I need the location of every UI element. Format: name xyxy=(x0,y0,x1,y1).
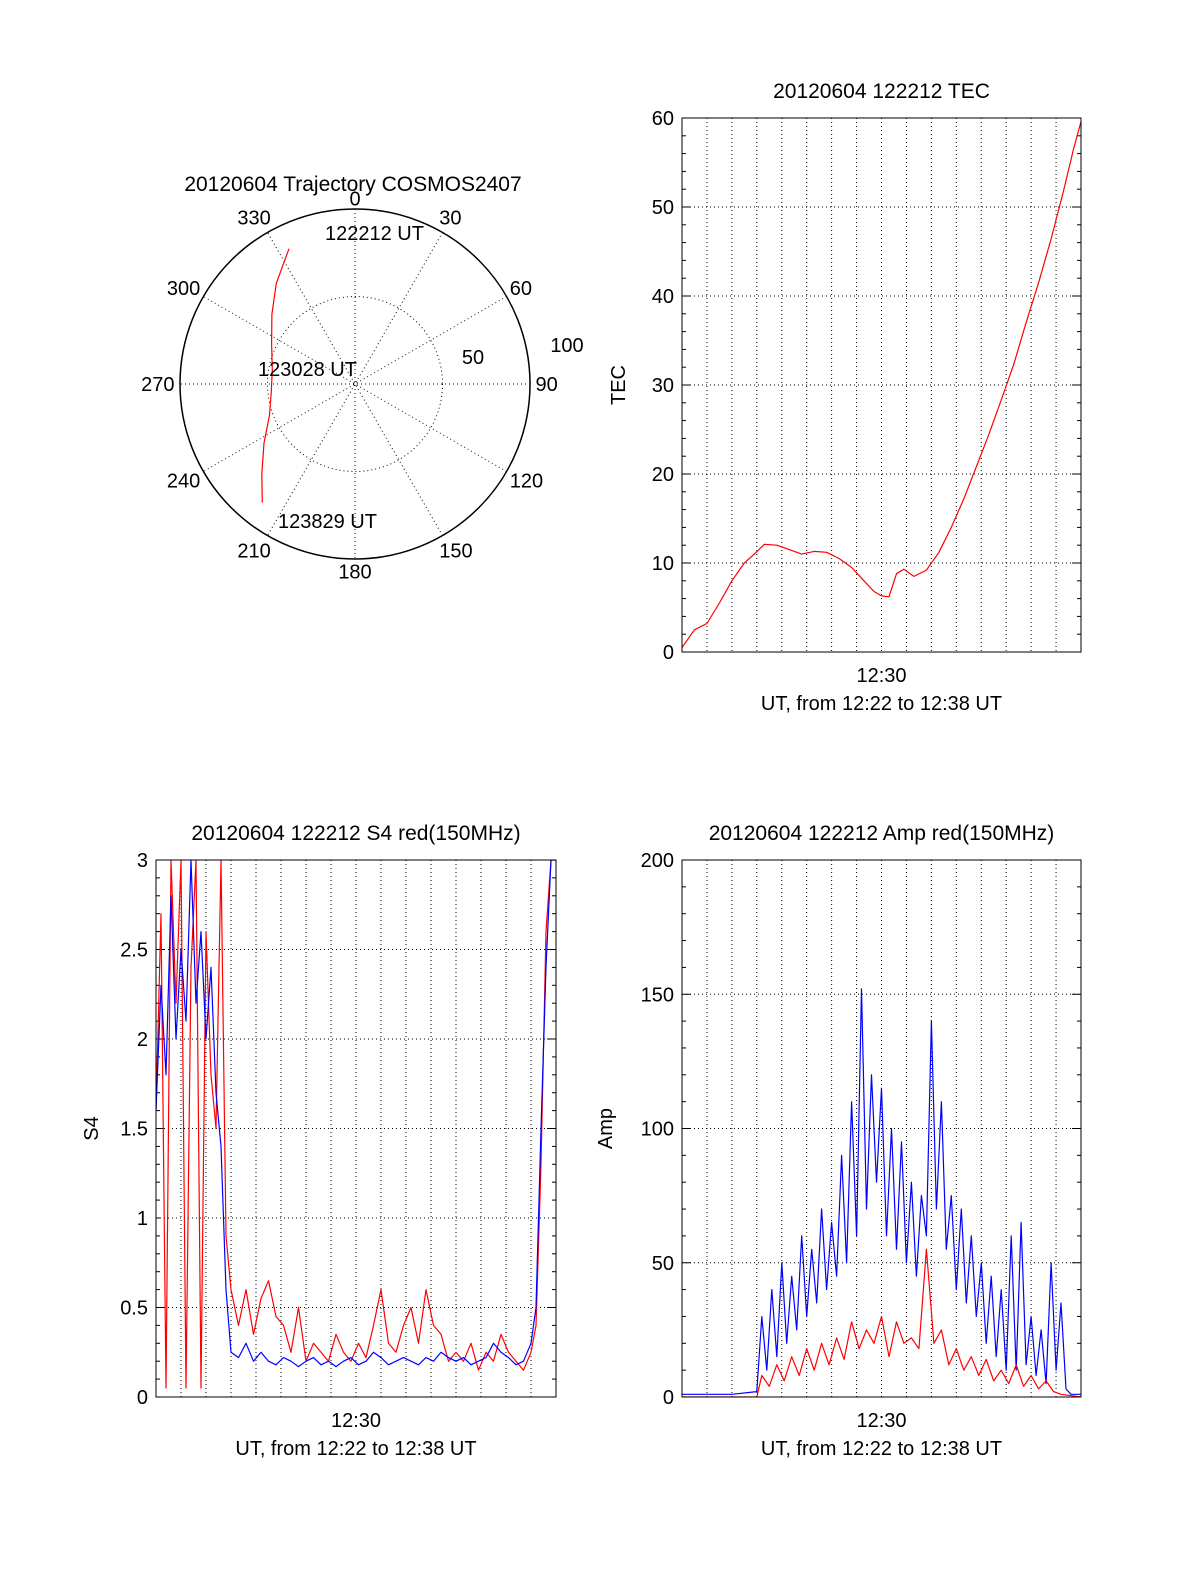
y-tick-label: 150 xyxy=(641,984,674,1006)
azimuth-label: 300 xyxy=(167,278,200,300)
y-axis-label: S4 xyxy=(81,1116,103,1140)
y-tick-label: 2 xyxy=(137,1029,148,1051)
x-axis-label: UT, from 12:22 to 12:38 UT xyxy=(235,1438,476,1460)
y-tick-label: 0 xyxy=(137,1387,148,1409)
panel-amp: 0 50 100 150 200 12:30 20120604 122212 Amp red… xyxy=(595,822,1082,1460)
y-tick-label: 100 xyxy=(641,1119,674,1141)
y-tick-label: 3 xyxy=(137,850,148,872)
azimuth-label: 0 xyxy=(349,189,360,211)
y-tick-label: 40 xyxy=(652,286,674,308)
y-tick-label: 0 xyxy=(663,1387,674,1409)
radial-label: 100 xyxy=(550,335,583,357)
y-tick-label: 60 xyxy=(652,108,674,130)
y-axis-label: Amp xyxy=(595,1108,617,1149)
polar-ring xyxy=(267,296,443,472)
azimuth-label: 90 xyxy=(536,374,558,396)
y-tick-label: 50 xyxy=(652,1253,674,1275)
y-tick-label: 30 xyxy=(652,375,674,397)
y-tick-label: 10 xyxy=(652,553,674,575)
azimuth-label: 150 xyxy=(439,541,472,563)
y-tick-label: 20 xyxy=(652,464,674,486)
trajectory-mid-time: 123028 UT xyxy=(258,359,357,381)
panel-trajectory: 0 30 60 90 120 150 180 210 240 270 300 330 50 100 1222… xyxy=(141,173,584,584)
y-tick-label: 1 xyxy=(137,1208,148,1230)
y-tick-label: 0.5 xyxy=(120,1298,148,1320)
series-line-blue xyxy=(682,988,1081,1395)
chart-title: 20120604 Trajectory COSMOS2407 xyxy=(184,173,521,196)
plot-frame xyxy=(681,859,1082,1398)
azimuth-label: 120 xyxy=(510,470,543,492)
azimuth-label: 30 xyxy=(439,207,461,229)
chart-title: 20120604 122212 S4 red(150MHz) xyxy=(191,822,520,845)
polar-outer-circle xyxy=(179,208,531,560)
trajectory-track xyxy=(261,248,290,503)
series-line-red xyxy=(682,1248,1081,1397)
chart-title: 20120604 122212 Amp red(150MHz) xyxy=(709,822,1055,845)
series-line-red xyxy=(156,860,556,1389)
y-tick-label: 1.5 xyxy=(120,1119,148,1141)
trajectory-end-time: 123829 UT xyxy=(278,511,377,533)
series-line-red xyxy=(682,121,1081,648)
x-tick-label: 12:30 xyxy=(331,1410,381,1432)
x-axis-label: UT, from 12:22 to 12:38 UT xyxy=(761,693,1002,715)
azimuth-label: 210 xyxy=(237,541,270,563)
x-axis-label: UT, from 12:22 to 12:38 UT xyxy=(761,1438,1002,1460)
radial-label: 50 xyxy=(462,347,484,369)
plot-frame xyxy=(681,117,1082,653)
panel-s4: 0 0.5 1 1.5 2 2.5 3 12:30 20120604 122212 S4 red… xyxy=(81,822,557,1460)
x-tick-label: 12:30 xyxy=(856,665,906,687)
y-tick-label: 200 xyxy=(641,850,674,872)
azimuth-label: 270 xyxy=(141,374,174,396)
chart-title: 20120604 122212 TEC xyxy=(773,80,990,103)
panel-tec: 0 10 20 30 40 50 60 12:30 20120604 122212 TEC UT,… xyxy=(608,80,1082,715)
x-tick-label: 12:30 xyxy=(856,1410,906,1432)
series-line-blue xyxy=(156,860,556,1368)
y-tick-label: 2.5 xyxy=(120,940,148,962)
y-axis-label: TEC xyxy=(608,365,630,405)
y-tick-label: 50 xyxy=(652,197,674,219)
azimuth-label: 330 xyxy=(237,207,270,229)
plot-frame xyxy=(155,859,557,1398)
azimuth-label: 180 xyxy=(338,562,371,584)
azimuth-label: 60 xyxy=(510,278,532,300)
y-tick-label: 0 xyxy=(663,642,674,664)
azimuth-label: 240 xyxy=(167,470,200,492)
trajectory-start-time: 122212 UT xyxy=(325,223,424,245)
